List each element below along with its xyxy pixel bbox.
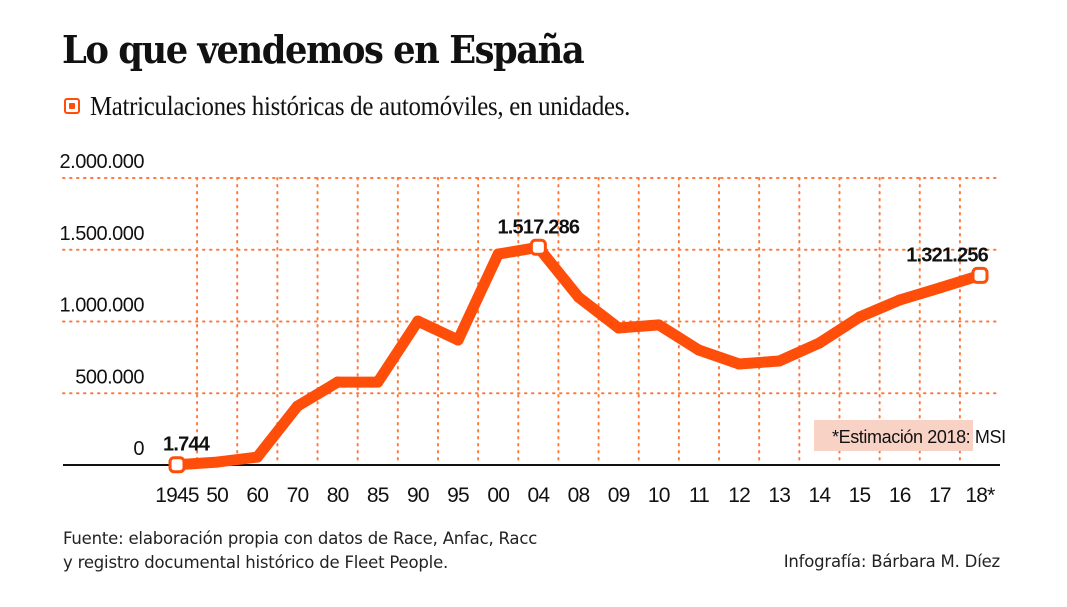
estimation-note-background <box>814 420 973 451</box>
infographic-credit: Infografía: Bárbara M. Díez <box>783 552 1000 571</box>
y-tick-label: 0 <box>133 438 144 460</box>
y-tick-label: 1.000.000 <box>60 295 145 317</box>
x-tick-label: 15 <box>849 484 871 507</box>
data-labels: 1.744 1.517.286 1.321.256 <box>163 216 989 455</box>
x-axis-ticks: 1945 50 60 70 80 85 90 95 00 04 08 09 10 11 12 13 14 15 16… <box>155 484 996 507</box>
x-tick-label: 10 <box>648 484 670 507</box>
x-tick-label: 1945 <box>155 484 199 507</box>
chart-subtitle: Matriculaciones históricas de automóvile… <box>64 90 677 122</box>
data-label: 1.517.286 <box>497 216 579 238</box>
data-label: 1.744 <box>163 434 211 456</box>
data-point <box>613 322 625 334</box>
y-tick-label: 1.500.000 <box>60 223 145 245</box>
subtitle-text: Matriculaciones históricas de automóvile… <box>90 90 631 121</box>
x-tick-label: 16 <box>889 484 911 507</box>
data-point <box>733 358 745 370</box>
x-tick-label: 60 <box>246 484 268 507</box>
data-point <box>492 248 504 260</box>
x-tick-label: 50 <box>206 484 228 507</box>
data-point <box>813 337 825 349</box>
estimation-note: *Estimación 2018: MSI <box>814 420 1006 451</box>
x-tick-label: 80 <box>327 484 349 507</box>
highlight-marker <box>971 266 989 284</box>
data-point <box>372 376 384 388</box>
x-tick-label: 09 <box>608 484 630 507</box>
x-tick-label: 18* <box>965 484 995 507</box>
x-tick-label: 11 <box>689 484 709 507</box>
vertical-gridlines <box>196 177 961 464</box>
x-tick-label: 70 <box>287 484 309 507</box>
highlight-marker <box>168 456 186 474</box>
x-tick-label: 08 <box>568 484 590 507</box>
y-axis-ticks: 0 500.000 1.000.000 1.500.000 2.000.000 <box>60 151 145 460</box>
data-point <box>251 451 263 463</box>
highlight-marker <box>529 238 547 256</box>
highlight-markers <box>168 238 989 474</box>
data-point <box>573 291 584 303</box>
estimation-note-text: *Estimación 2018: MSI <box>832 427 1006 447</box>
data-point <box>211 456 223 468</box>
orange-square-marker-icon <box>64 98 80 114</box>
data-point <box>412 315 424 327</box>
data-point <box>653 319 665 331</box>
source-line-2: y registro documental histórico de Fleet… <box>63 553 449 572</box>
x-tick-label: 14 <box>809 484 832 507</box>
source-line-1: Fuente: elaboración propia con datos de … <box>63 529 538 548</box>
x-tick-label: 17 <box>929 484 951 507</box>
data-point <box>934 282 946 294</box>
data-point <box>332 376 344 388</box>
x-tick-label: 85 <box>367 484 389 507</box>
x-tick-label: 04 <box>527 484 550 507</box>
data-point <box>854 311 866 323</box>
data-point <box>291 400 303 412</box>
x-tick-label: 00 <box>487 484 509 507</box>
x-tick-label: 95 <box>447 484 469 507</box>
data-label: 1.321.256 <box>906 244 988 266</box>
x-tick-label: 13 <box>768 484 790 507</box>
y-tick-label: 2.000.000 <box>60 151 145 173</box>
data-point <box>693 344 705 356</box>
data-point <box>894 294 906 306</box>
chart-title: Lo que vendemos en España <box>62 27 585 72</box>
y-tick-label: 500.000 <box>75 366 144 388</box>
source-note: Fuente: elaboración propia con datos de … <box>63 527 537 575</box>
data-point <box>773 355 785 367</box>
horizontal-gridlines <box>62 177 998 395</box>
data-point <box>452 334 464 346</box>
x-tick-label: 90 <box>407 484 429 507</box>
x-tick-label: 12 <box>728 484 750 507</box>
